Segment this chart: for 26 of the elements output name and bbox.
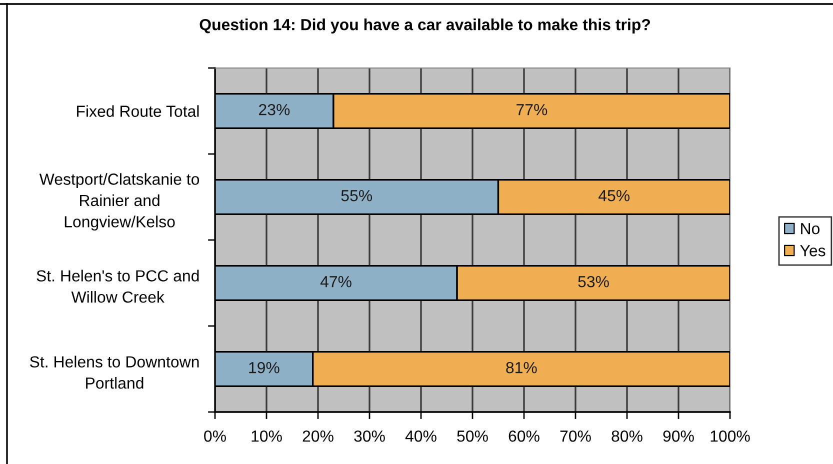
legend-label: No: [801, 223, 820, 234]
x-tick-label: 30%: [354, 430, 385, 442]
y-tick-label: Fixed Route Total: [77, 105, 199, 117]
x-tick-label: 90%: [663, 430, 694, 442]
x-tick-label: 0%: [204, 430, 226, 442]
y-tick-label: Westport/Clatskanie to Rainier and Longview/Kelso: [39, 173, 200, 231]
legend-label: Yes: [800, 245, 826, 256]
data-label: 53%: [578, 276, 609, 288]
y-tick-label: St. Helens to Downtown Portland: [30, 356, 199, 389]
x-tick-label: 60%: [508, 430, 540, 442]
x-tick-label: 50%: [457, 430, 488, 442]
x-tick-label: 10%: [252, 430, 282, 442]
chart-title: Question 14: Did you have a car available to make this trip?: [200, 18, 650, 34]
data-label: 47%: [320, 276, 352, 288]
x-tick-label: 100%: [710, 430, 750, 442]
data-label: 19%: [249, 362, 280, 374]
x-tick-label: 20%: [302, 430, 334, 442]
data-label: 45%: [598, 190, 630, 202]
data-label: 81%: [506, 362, 537, 374]
data-label: 23%: [259, 104, 290, 116]
x-tick-label: 40%: [405, 430, 436, 442]
y-tick-label: St. Helen's to PCC and Willow Creek: [36, 270, 199, 303]
x-tick-label: 70%: [560, 430, 591, 442]
x-tick-label: 80%: [612, 430, 642, 442]
data-label: 55%: [341, 190, 372, 202]
data-label: 77%: [516, 104, 548, 116]
